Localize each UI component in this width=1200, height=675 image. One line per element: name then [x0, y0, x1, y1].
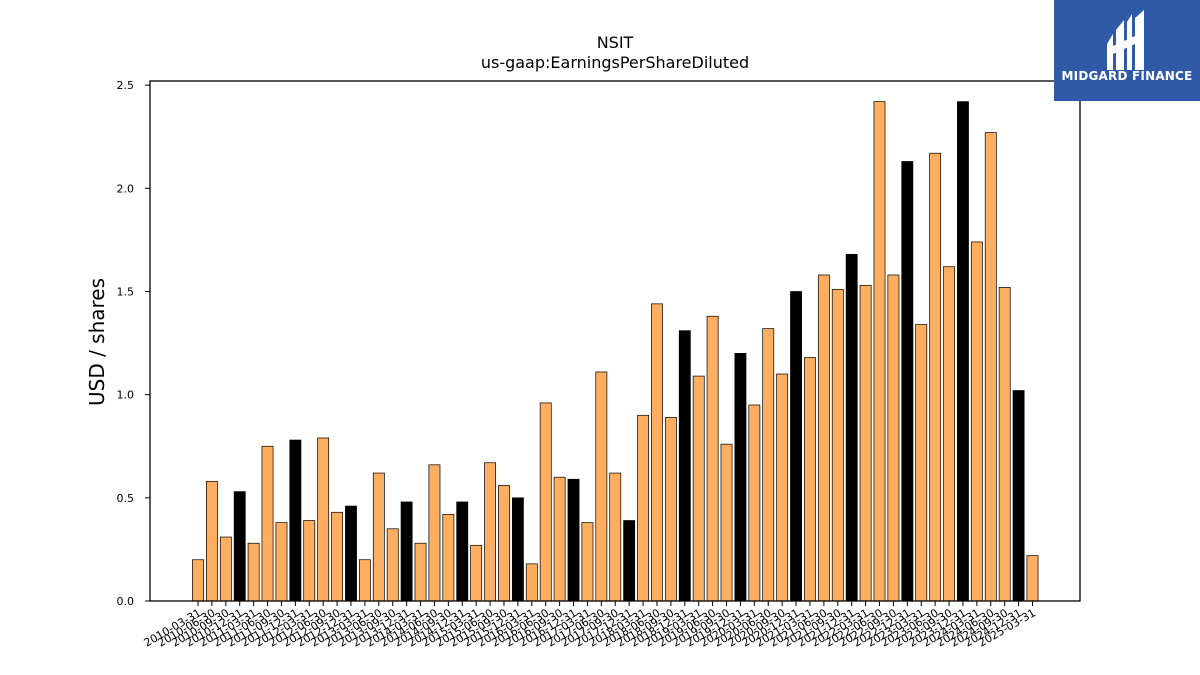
bar-2012-03-31: [303, 520, 316, 602]
bar-2019-06-30: [706, 315, 719, 602]
bar-2011-03-31: [247, 542, 260, 602]
bar-2018-03-31: [637, 414, 649, 602]
midgard-logo-icon: [1107, 10, 1144, 70]
bar-2013-03-31: [358, 559, 371, 602]
y-tick-label: 2.5: [117, 79, 135, 92]
bar-2010-03-31: [192, 559, 204, 602]
bar-2015-12-31: [511, 497, 524, 602]
bar-2025-03-31: [1026, 555, 1039, 602]
bar-2010-12-31: [233, 491, 246, 602]
bar-2011-12-31: [289, 439, 302, 602]
bar-2014-12-31: [456, 501, 469, 602]
bar-2016-12-31: [567, 478, 580, 602]
bar-2014-09-30: [442, 513, 455, 602]
bar-2017-09-30: [609, 472, 622, 602]
y-tick-label: 0.0: [117, 595, 135, 608]
bar-2018-06-30: [651, 303, 663, 602]
y-axis-label: USD / shares: [85, 278, 109, 406]
bar-2022-09-30: [887, 274, 900, 602]
bar-2016-03-31: [525, 563, 538, 602]
bar-2021-06-30: [817, 274, 830, 602]
bar-2021-12-31: [845, 253, 858, 602]
bar-2015-06-30: [484, 462, 496, 602]
bar-2012-09-30: [331, 511, 343, 602]
bar-2023-06-30: [929, 152, 942, 602]
bar-2023-09-30: [943, 266, 955, 602]
bar-2017-06-30: [595, 371, 608, 602]
y-tick-label: 0.5: [117, 492, 135, 505]
bar-2023-12-31: [957, 101, 969, 602]
bar-2010-09-30: [219, 536, 232, 602]
bar-2019-12-31: [734, 353, 747, 602]
bar-2018-09-30: [664, 417, 677, 602]
bar-2012-06-30: [317, 437, 330, 602]
bar-2020-09-30: [776, 373, 789, 602]
chart-subtitle: us-gaap:EarningsPerShareDiluted: [481, 53, 749, 72]
bar-2013-09-30: [386, 528, 399, 602]
chart-title: NSIT: [597, 33, 634, 52]
bar-2013-06-30: [372, 472, 385, 602]
bar-2019-09-30: [720, 443, 733, 602]
bar-2022-12-31: [901, 161, 914, 602]
midgard-logo: MIDGARD FINANCE: [1054, 0, 1200, 101]
bar-2016-09-30: [553, 476, 566, 602]
bar-2024-03-31: [970, 241, 983, 602]
bar-2016-06-30: [539, 402, 552, 602]
bar-2014-06-30: [428, 464, 441, 602]
bar-2020-06-30: [762, 328, 775, 602]
bar-2017-12-31: [623, 520, 636, 602]
bar-2021-03-31: [804, 357, 816, 602]
brand-name: MIDGARD FINANCE: [1061, 69, 1193, 83]
bar-2015-09-30: [498, 485, 510, 602]
bar-2020-03-31: [748, 404, 761, 602]
bar-2010-06-30: [205, 480, 218, 602]
bar-2018-12-31: [678, 330, 691, 602]
bar-2024-12-31: [1012, 390, 1025, 602]
bar-2024-06-30: [984, 132, 997, 602]
y-axis: 0.0 0.5 1.0 1.5 2.0 2.5: [117, 79, 150, 608]
bar-2017-03-31: [581, 522, 594, 602]
bar-2011-06-30: [261, 445, 274, 602]
bar-2023-03-31: [915, 324, 928, 602]
bar-2012-12-31: [345, 505, 357, 602]
y-tick-label: 1.0: [117, 389, 135, 402]
bar-2015-03-31: [470, 544, 483, 602]
bar-2011-09-30: [275, 522, 288, 602]
bar-2020-12-31: [790, 291, 802, 602]
bar-2022-06-30: [873, 101, 886, 602]
bar-2024-09-30: [998, 287, 1011, 602]
y-tick-label: 2.0: [117, 182, 135, 195]
bar-2022-03-31: [859, 284, 872, 602]
bar-2013-12-31: [400, 501, 413, 602]
y-tick-label: 1.5: [117, 285, 135, 298]
x-axis: 2010-03-312010-06-302010-09-302010-12-31…: [142, 601, 1038, 650]
bar-2021-09-30: [831, 289, 844, 602]
bars-group: [192, 101, 1039, 602]
plot-frame: [149, 80, 1081, 602]
bar-2019-03-31: [692, 375, 705, 602]
bar-2014-03-31: [414, 542, 427, 602]
